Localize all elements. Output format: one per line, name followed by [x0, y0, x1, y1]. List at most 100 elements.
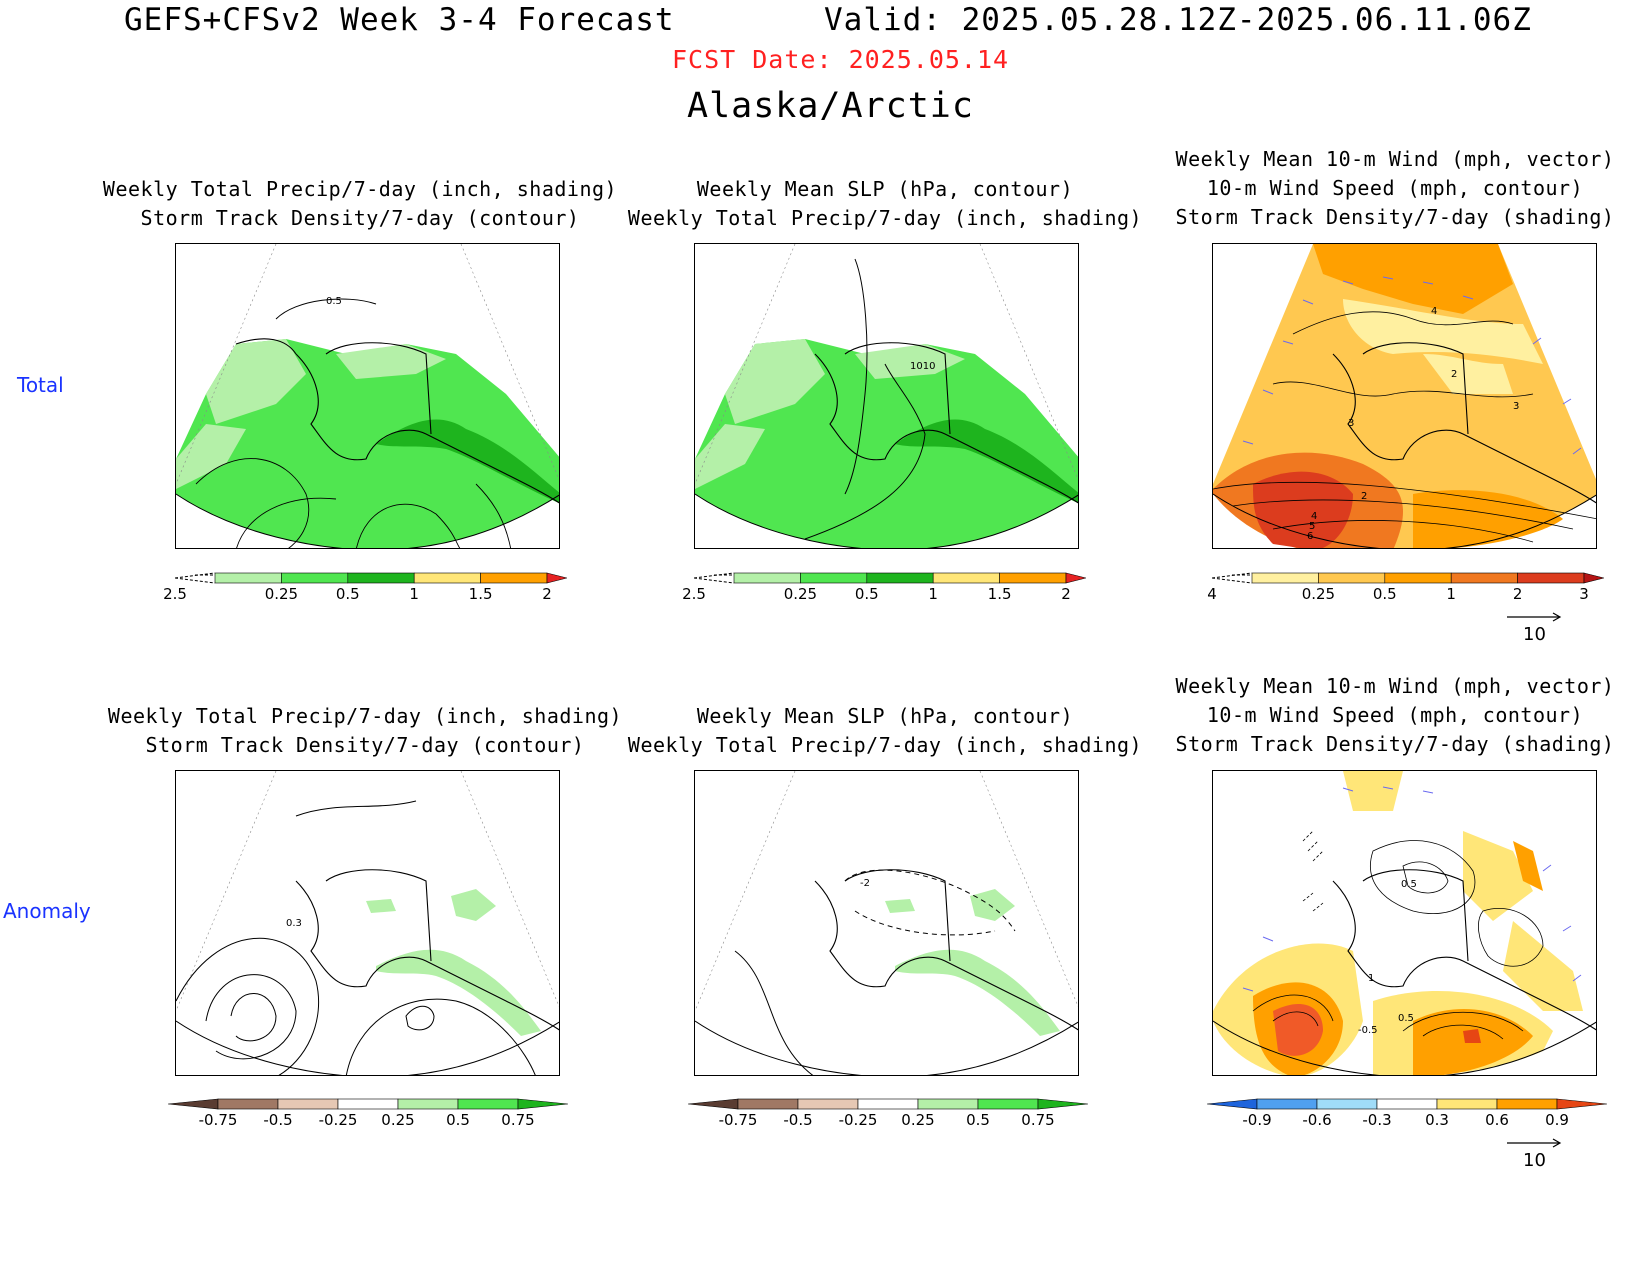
colorbar-tick-label: 1: [1446, 585, 1456, 603]
panel3-title-line0: Weekly Mean 10-m Wind (mph, vector): [1175, 147, 1615, 171]
colorbar-box: [1318, 572, 1386, 584]
colorbar-tick-label: 0.25: [901, 1111, 935, 1129]
panel3-title: Weekly Mean 10-m Wind (mph, vector) 10-m…: [1140, 145, 1650, 232]
colorbar-tick-label: 0.25: [783, 585, 818, 603]
colorbar-box: [1436, 1098, 1498, 1110]
map-anomaly-storm: 0.5 1 0.5 -0.5: [1212, 770, 1597, 1076]
panel1-title-line2: Storm Track Density/7-day (contour): [140, 206, 580, 230]
precip_anom-colorbar-svg: [168, 1098, 568, 1110]
colorbar-underflow-triangle: [168, 1098, 219, 1110]
row-label-anomaly: Anomaly: [3, 899, 91, 923]
colorbar-box: [457, 1098, 519, 1110]
colorbar-overflow-triangle: [546, 572, 567, 584]
contour-label-p4: 0.3: [286, 918, 302, 929]
colorbar-tick-label: 0.5: [335, 585, 360, 603]
vector-reference-total: 10: [1505, 610, 1565, 650]
colorbar-box: [277, 1098, 339, 1110]
colorbar-box: [797, 1098, 859, 1110]
storm_total-colorbar-svg: [1212, 572, 1604, 584]
colorbar-tick-label: 0.5: [1372, 585, 1397, 603]
colorbar-box: [1517, 572, 1585, 584]
colorbar-overflow-triangle: [1037, 1098, 1088, 1110]
colorbar-box: [999, 572, 1067, 584]
colorbar-box: [337, 1098, 399, 1110]
region-title: Alaska/Arctic: [687, 86, 974, 126]
colorbar-tick-label: -0.5: [263, 1111, 293, 1129]
colorbar-box: [397, 1098, 459, 1110]
colorbar-precip-total-2: 0.25 0.5 1 1.5 2 2.5: [682, 572, 1086, 608]
colorbar-tick-label: 2.5: [682, 585, 706, 603]
contour-label-p6c: 0.5: [1398, 1013, 1414, 1024]
colorbar-tick-label: 2: [1512, 585, 1523, 603]
map-anomaly-precip: 0.3: [175, 770, 560, 1076]
colorbar-underflow-wedge: [175, 572, 216, 584]
panel5-title-line1: Weekly Mean SLP (hPa, contour): [696, 704, 1074, 728]
panel6-title-line2: Storm Track Density/7-day (shading): [1175, 732, 1615, 756]
colorbar-overflow-triangle: [517, 1098, 568, 1110]
contour-label-p6a: 0.5: [1401, 879, 1417, 890]
panel3-title-line1: 10-m Wind Speed (mph, contour): [1206, 176, 1584, 200]
contour-label-p3e: 2: [1361, 491, 1367, 502]
colorbar-box: [733, 572, 801, 584]
colorbar-storm-anom: -0.9 -0.6 -0.3 0.3 0.6 0.9: [1207, 1098, 1607, 1134]
colorbar-tick-label: 2.5: [163, 585, 187, 603]
colorbar-box: [1256, 1098, 1318, 1110]
colorbar-box: [1316, 1098, 1378, 1110]
colorbar-tick-label: 1: [409, 585, 419, 603]
colorbar-tick-label: 0.5: [966, 1111, 990, 1129]
colorbar-box: [1376, 1098, 1438, 1110]
colorbar-tick-label: 0.25: [264, 585, 299, 603]
contour-label-p2: 1010: [910, 361, 935, 372]
chart-title: GEFS+CFSv2 Week 3-4 Forecast: [124, 2, 675, 38]
colorbar-box: [1384, 572, 1452, 584]
map-total-slp: 1010: [694, 243, 1079, 549]
panel6-title: Weekly Mean 10-m Wind (mph, vector) 10-m…: [1140, 672, 1650, 759]
colorbar-box: [217, 1098, 279, 1110]
colorbar-tick-label: -0.25: [318, 1111, 358, 1129]
panel3-title-line2: Storm Track Density/7-day (shading): [1175, 205, 1615, 229]
colorbar-box: [977, 1098, 1039, 1110]
colorbar-box: [857, 1098, 919, 1110]
colorbar-underflow-triangle: [688, 1098, 739, 1110]
panel2-title: Weekly Mean SLP (hPa, contour) Weekly To…: [620, 175, 1150, 233]
panel2-title-line2: Weekly Total Precip/7-day (inch, shading…: [627, 206, 1143, 230]
colorbar-tick-label: 1: [928, 585, 938, 603]
colorbar-tick-label: 0.6: [1485, 1111, 1509, 1129]
panel4-title-line2: Storm Track Density/7-day (contour): [145, 733, 585, 757]
colorbar-tick-label: -0.9: [1242, 1111, 1272, 1129]
colorbar-tick-label: 0.25: [1301, 585, 1336, 603]
colorbar-box: [480, 572, 548, 584]
contour-label-p6d: -0.5: [1358, 1025, 1378, 1036]
panel5-title: Weekly Mean SLP (hPa, contour) Weekly To…: [620, 702, 1150, 760]
colorbar-tick-label: 1.5: [468, 585, 493, 603]
colorbar-underflow-triangle: [1207, 1098, 1258, 1110]
colorbar-box: [214, 572, 282, 584]
colorbar-overflow-triangle: [1065, 572, 1086, 584]
colorbar-underflow-wedge: [1212, 572, 1253, 584]
colorbar-tick-label: 0.75: [501, 1111, 535, 1129]
colorbar-tick-label: 0.3: [1425, 1111, 1449, 1129]
colorbar-tick-label: 0.75: [1021, 1111, 1055, 1129]
colorbar-storm-total: 0.25 0.5 1 2 3 4: [1207, 572, 1604, 608]
colorbar-underflow-wedge: [694, 572, 735, 584]
colorbar-precip-anom-2: -0.75 -0.5 -0.25 0.25 0.5 0.75: [688, 1098, 1088, 1134]
valid-period: Valid: 2025.05.28.12Z-2025.06.11.06Z: [824, 2, 1532, 38]
panel1-title-line1: Weekly Total Precip/7-day (inch, shading…: [102, 177, 618, 201]
panel1-title: Weekly Total Precip/7-day (inch, shading…: [95, 175, 625, 233]
colorbar-precip-anom-1: -0.75 -0.5 -0.25 0.25 0.5 0.75: [168, 1098, 568, 1134]
contour-label-p1: 0.5: [326, 296, 342, 307]
colorbar-tick-label: -0.6: [1302, 1111, 1332, 1129]
colorbar-box: [932, 572, 1000, 584]
panel5-title-line2: Weekly Total Precip/7-day (inch, shading…: [627, 733, 1143, 757]
colorbar-overflow-triangle: [1556, 1098, 1607, 1110]
colorbar-tick-label: 2: [1061, 585, 1071, 603]
colorbar-tick-label: 3: [1579, 585, 1589, 603]
panel6-title-line1: 10-m Wind Speed (mph, contour): [1206, 703, 1584, 727]
map-anomaly-slp: -2: [694, 770, 1079, 1076]
colorbar-box: [737, 1098, 799, 1110]
colorbar-box: [1450, 572, 1518, 584]
contour-label-p3b: 2: [1451, 369, 1457, 380]
colorbar-box: [917, 1098, 979, 1110]
storm_anom-colorbar-svg: [1207, 1098, 1607, 1110]
forecast-date: FCST Date: 2025.05.14: [672, 45, 1010, 74]
